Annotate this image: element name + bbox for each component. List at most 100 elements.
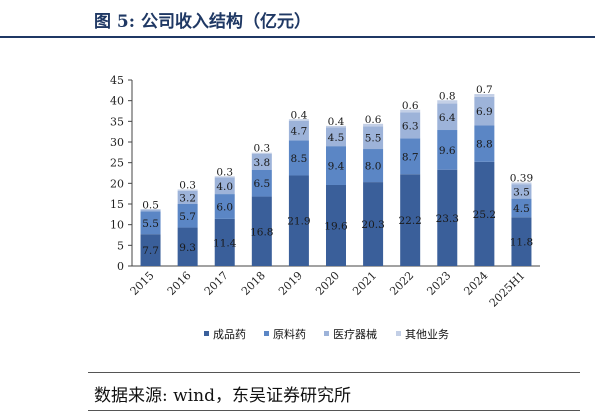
data-label: 0.4 [291,109,308,121]
data-label: 0.39 [510,173,533,185]
data-label: 6.5 [253,178,270,190]
data-label: 0.7 [476,84,493,96]
bar-segment [326,184,346,266]
data-label: 23.3 [436,213,459,225]
data-label: 6.3 [402,120,419,132]
data-label: 3.2 [179,192,196,204]
data-label: 5.5 [142,218,159,230]
bar-segment [214,176,235,178]
source-divider [88,372,580,373]
data-label: 20.3 [361,219,384,231]
bar-segment [437,169,458,266]
legend-swatch [264,331,269,336]
data-label: 6.9 [476,106,493,118]
data-label: 9.6 [439,145,456,157]
data-label: 7.7 [142,245,159,257]
data-label: 8.7 [402,151,419,163]
bottom-divider [88,410,580,411]
bar-segment [177,227,198,266]
x-tick-label: 2024 [461,269,490,298]
y-tick-label: 45 [110,74,124,87]
data-label: 4.7 [291,126,308,138]
bar-segment [177,189,198,191]
x-tick-label: 2015 [128,269,157,298]
data-label: 3.5 [513,186,530,198]
data-label: 11.8 [510,237,533,249]
bar-segment [400,138,421,175]
bar-segment [511,217,532,266]
x-tick-label: 2019 [276,269,305,298]
data-label: 5.7 [179,211,196,223]
data-label: 11.4 [213,237,237,249]
bar-segment [363,149,384,183]
x-tick-label: 2018 [239,269,268,298]
y-tick-label: 5 [117,239,124,252]
bar-segment [363,126,384,150]
bar-segment [326,146,346,185]
data-label: 9.4 [328,161,345,173]
bar-segment [288,175,309,266]
bar-segment [474,161,495,266]
bar-segment [251,196,272,266]
bar-segment [326,125,346,128]
data-label: 25.2 [473,209,496,221]
data-label: 4.5 [328,132,345,144]
bar-segment [437,100,458,104]
data-label: 0.5 [142,199,159,211]
data-label: 9.3 [179,242,196,254]
x-tick-label: 2020 [313,269,342,298]
bar-segment [474,94,495,97]
bar-segment [177,190,198,204]
x-tick-label: 2025H1 [487,269,528,310]
data-label: 0.3 [253,143,270,155]
data-label: 4.0 [216,181,233,193]
x-tick-label: 2016 [165,269,194,298]
bar-segment [288,140,309,176]
data-label: 0.6 [365,114,382,126]
bar-segment [288,120,309,141]
data-label: 0.8 [439,90,456,102]
bar-segment [474,96,495,126]
data-label: 0.3 [216,166,233,178]
data-label: 8.5 [291,153,308,165]
data-label: 5.5 [365,133,382,145]
data-label: 21.9 [287,216,310,228]
legend-label: 成品药 [213,328,246,341]
data-label: 8.0 [365,161,382,173]
bar-segment [140,209,161,212]
y-tick-label: 30 [110,136,124,149]
legend-label: 原料药 [273,327,306,341]
data-label: 19.6 [324,220,348,232]
bar-segment [288,119,309,121]
legend-label: 医疗器械 [333,327,377,341]
data-label: 6.4 [439,112,456,124]
legend-swatch [324,331,329,336]
data-label: 0.6 [402,100,419,112]
bar-segment [326,127,346,147]
data-label: 3.8 [253,157,270,169]
bar-segment [140,234,161,266]
bar-segment [474,125,495,162]
bar-segment [214,218,235,266]
page-title: 图 5: 公司收入结构（亿元） [94,12,311,32]
data-label: 16.8 [250,226,273,238]
bar-segment [511,184,532,199]
bar-segment [363,182,384,266]
revenue-structure-chart: 0 5 10 15 20 25 30 35 40 45 7.7 5.5 0.5 2015 9.3 5.7 3.2… [110,74,540,341]
data-source-note: 数据来源: wind，东吴证券研究所 [94,386,351,406]
bar-segment [251,152,272,154]
bar-segment [251,153,272,170]
bar-segment [400,174,421,266]
y-tick-label: 20 [110,177,124,190]
y-tick-label: 15 [110,198,124,211]
bar-segment [400,112,421,139]
x-tick-label: 2017 [202,269,231,298]
data-label: 0.3 [179,180,196,192]
y-tick-label: 0 [117,260,124,273]
bar-segment [437,103,458,131]
bar-segment [511,198,532,218]
bar-segment [363,123,384,127]
bar-segment [251,169,272,197]
data-label: 8.8 [476,139,493,151]
bar-segment [511,182,532,185]
